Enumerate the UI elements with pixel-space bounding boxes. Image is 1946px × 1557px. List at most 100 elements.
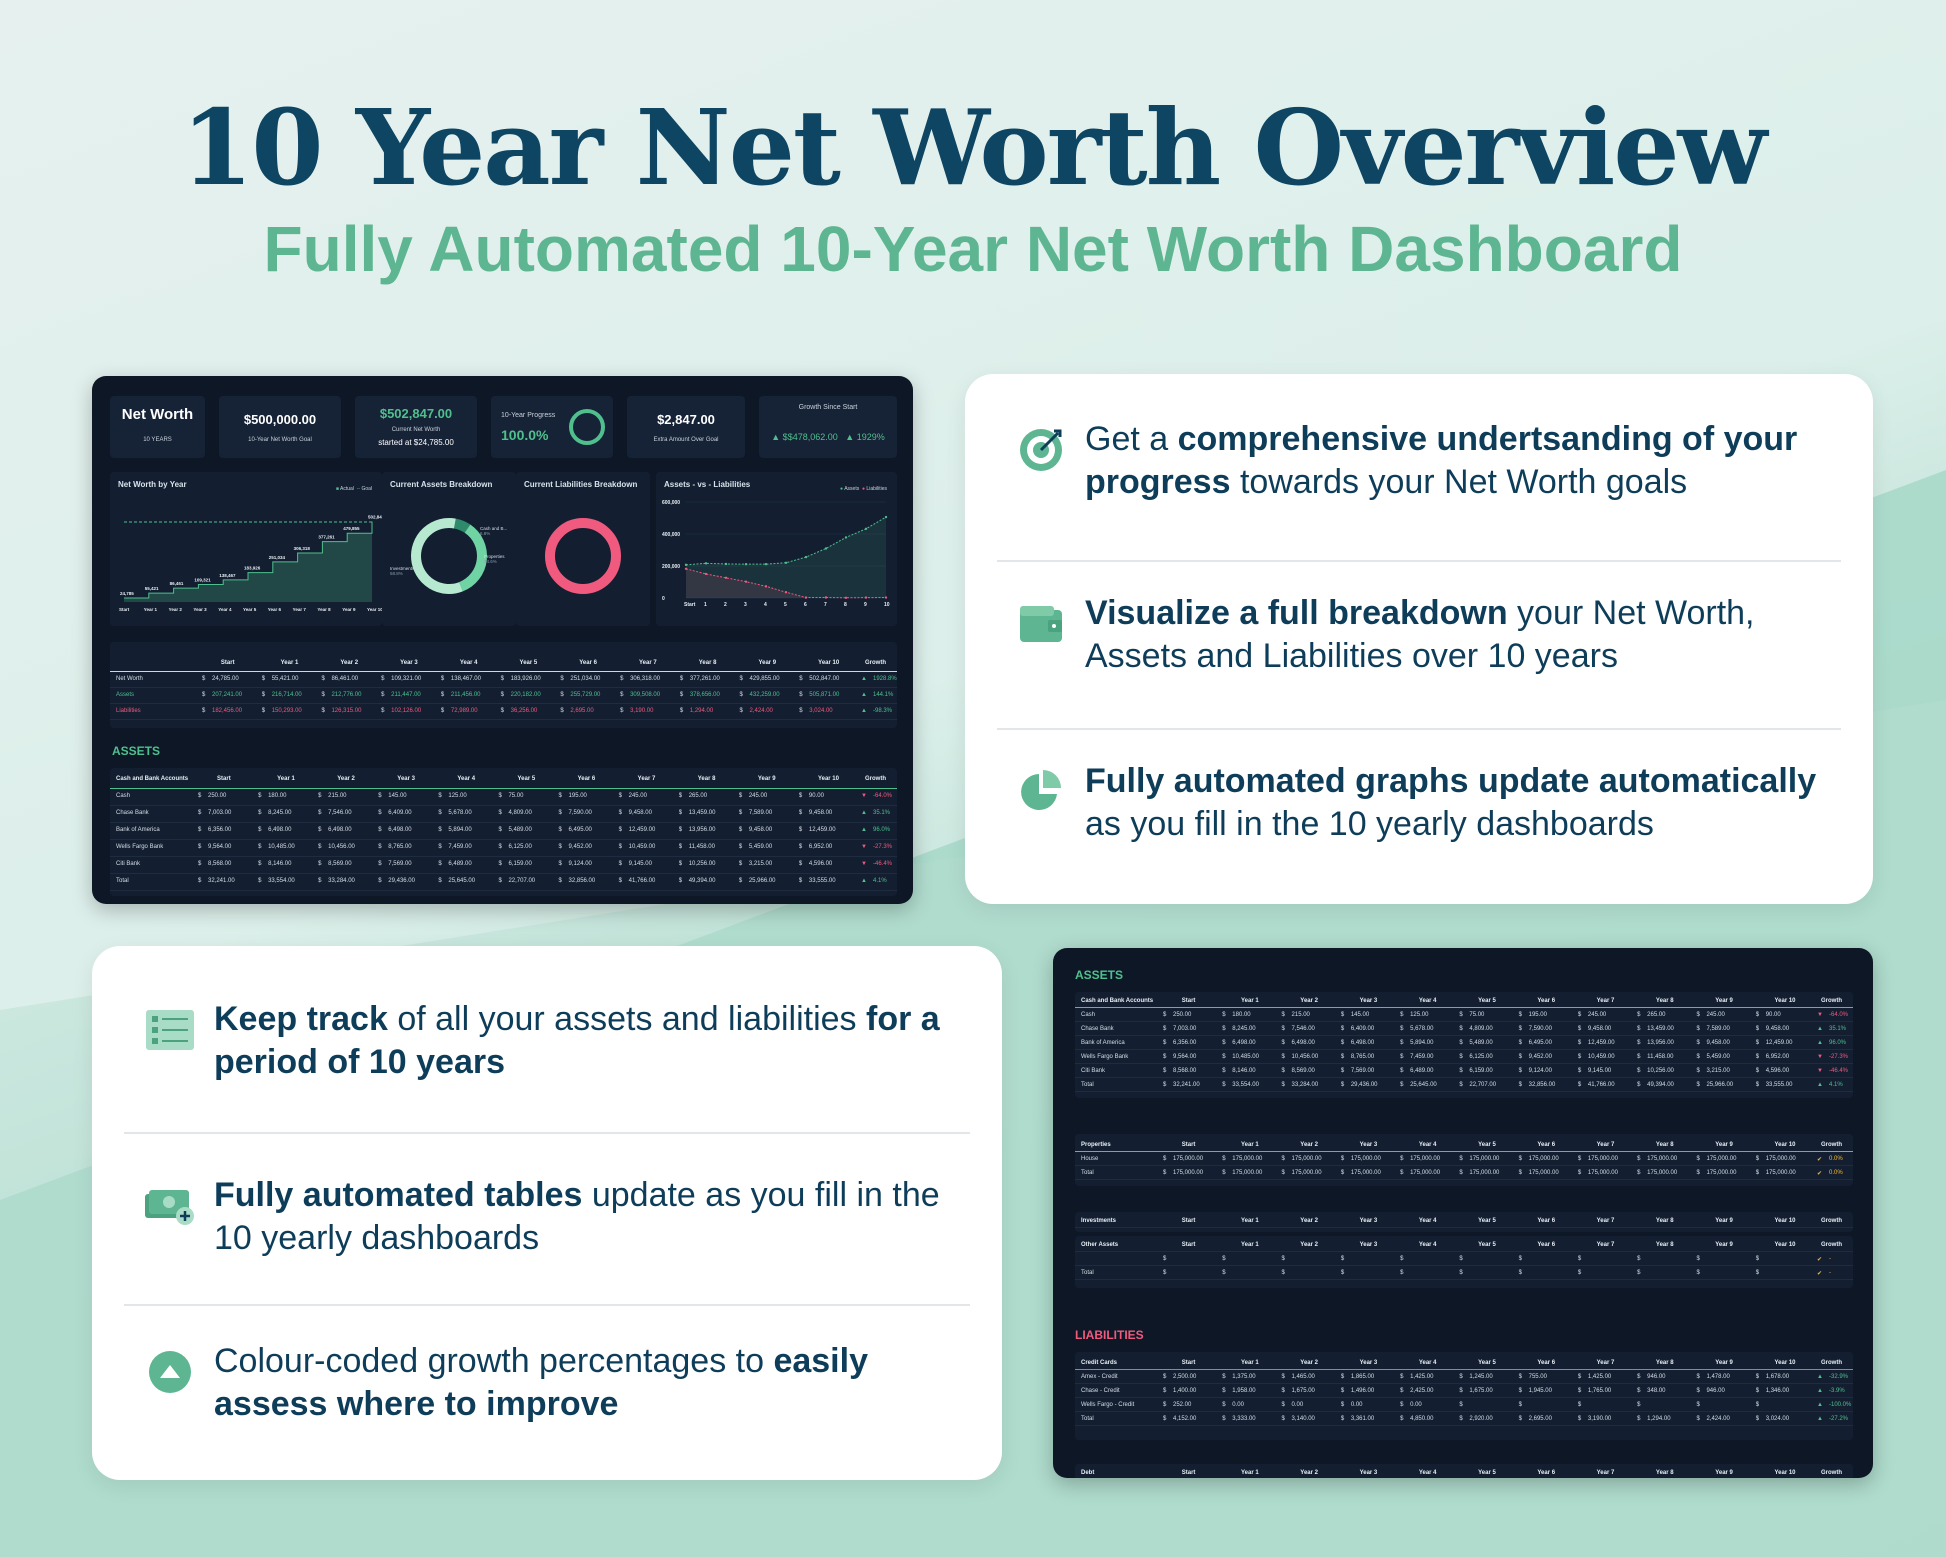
- column-header: Year 2: [340, 660, 359, 666]
- table-cell: 2,424.00: [749, 708, 773, 714]
- table-cell: 175,000.00: [1232, 1170, 1263, 1176]
- table-row: Total $ $ $ $ $ $ $ $ $ $ $ ✔ -: [1075, 1266, 1853, 1280]
- currency-symbol: $: [738, 810, 743, 816]
- currency-symbol: $: [1755, 1256, 1760, 1262]
- triangle-up-icon: [144, 1346, 196, 1398]
- currency-symbol: $: [1400, 1170, 1404, 1176]
- feature-item: Fully automated tables update as you fil…: [144, 1174, 962, 1260]
- table-cell: 6,498.00: [268, 827, 292, 833]
- currency-symbol: $: [679, 692, 684, 698]
- table-cell: 7,546.00: [1291, 1026, 1315, 1032]
- table-cell: 7,590.00: [1528, 1026, 1552, 1032]
- currency-symbol: $: [1222, 1068, 1226, 1074]
- currency-symbol: $: [1637, 1026, 1641, 1032]
- growth-value: 96.0%: [1829, 1040, 1847, 1046]
- table-cell: 7,003.00: [208, 810, 232, 816]
- table-row: Citi Bank $8,568.00 $8,146.00 $8,569.00 $7,5…: [110, 857, 897, 874]
- series-point: [804, 555, 808, 559]
- data-label: 502,847: [368, 515, 382, 520]
- donut-slice: [453, 518, 471, 533]
- table-cell: 13,956.00: [1647, 1040, 1674, 1046]
- table-row: Wells Fargo Bank $9,564.00 $10,485.00 $10,4…: [110, 840, 897, 857]
- column-header: Year 5: [1478, 1142, 1496, 1148]
- column-header: Year 6: [1537, 1470, 1556, 1476]
- currency-symbol: $: [1577, 1026, 1582, 1032]
- goal-value: $500,000.00: [243, 412, 317, 427]
- table-cell: 265.00: [688, 793, 708, 799]
- column-header: Year 9: [1715, 1470, 1733, 1476]
- currency-symbol: $: [1518, 1170, 1522, 1176]
- growth-value: -: [1829, 1270, 1831, 1276]
- current-card: $502,847.00 Current Net Worth started at…: [355, 396, 477, 458]
- table-cell: 245.00: [628, 793, 647, 799]
- feature-item: Fully automated graphs update automatica…: [1015, 760, 1843, 846]
- table-cell: 175,000.00: [1410, 1170, 1441, 1176]
- table-cell: 90.00: [1765, 1012, 1781, 1018]
- currency-symbol: $: [440, 692, 445, 698]
- table-cell: 9,458.00: [1706, 1040, 1730, 1046]
- cash-add-icon: [144, 1180, 196, 1232]
- features-card-top: Get a comprehensive undertsanding of you…: [965, 374, 1873, 904]
- table-cell: 180.00: [1232, 1012, 1251, 1018]
- table-cell: 13,956.00: [688, 827, 716, 833]
- liabilities-section-title: LIABILITIES: [1075, 1328, 1144, 1342]
- row-label: Net Worth: [116, 676, 143, 682]
- currency-symbol: $: [798, 793, 803, 799]
- column-header: Year 9: [1715, 1142, 1733, 1148]
- currency-symbol: $: [381, 692, 385, 698]
- column-header: Year 7: [1596, 998, 1615, 1004]
- table-cell: 8,568.00: [1173, 1068, 1197, 1074]
- growth-value: -100.0%: [1829, 1402, 1852, 1408]
- column-header: Year 2: [1300, 1360, 1318, 1366]
- currency-symbol: $: [738, 861, 743, 867]
- table-cell: 5,894.00: [448, 827, 472, 833]
- currency-symbol: $: [739, 692, 743, 698]
- table-row: Wells Fargo Bank $9,564.00 $10,485.00 $10,4…: [1075, 1050, 1853, 1064]
- table-cell: 175,000.00: [1291, 1156, 1322, 1162]
- growth-icon: ▼: [861, 861, 867, 867]
- table-cell: 183,926.00: [510, 676, 541, 682]
- currency-symbol: $: [1518, 1040, 1522, 1046]
- row-label: Cash: [116, 793, 131, 799]
- table-header-row: Start Year 1 Year 2 Year 3 Year 4 Year 5 Year …: [110, 656, 897, 672]
- table-cell: 175,000.00: [1765, 1156, 1796, 1162]
- debt-table: Debt Start Year 1 Year 2 Year 3 Year 4 Year 5 Y…: [1075, 1464, 1853, 1478]
- column-header: Year 4: [1418, 1242, 1437, 1248]
- table-cell: 7,569.00: [388, 861, 412, 867]
- table-cell: 10,459.00: [1587, 1054, 1615, 1060]
- panel-title: Current Liabilities Breakdown: [524, 480, 638, 489]
- series-point: [824, 596, 828, 599]
- other-assets-table: Other Assets Start Year 1 Year 2 Year 3 Year …: [1075, 1236, 1853, 1288]
- table-cell: 3,140.00: [1291, 1416, 1315, 1422]
- currency-symbol: $: [1696, 1388, 1700, 1394]
- currency-symbol: $: [1222, 1388, 1226, 1394]
- table-cell: 7,589.00: [1706, 1026, 1730, 1032]
- data-label: 55,421: [145, 586, 159, 591]
- currency-symbol: $: [1696, 1054, 1700, 1060]
- currency-symbol: $: [1340, 1068, 1345, 1074]
- column-header: Year 3: [397, 776, 415, 782]
- table-row: Bank of America $6,356.00 $6,498.00 $6,498.…: [110, 823, 897, 840]
- currency-symbol: $: [1637, 1082, 1641, 1088]
- table-cell: 6,498.00: [328, 827, 352, 833]
- currency-symbol: $: [1459, 1026, 1463, 1032]
- currency-symbol: $: [1755, 1416, 1760, 1422]
- column-header: Year 1: [1241, 998, 1259, 1004]
- currency-symbol: $: [1340, 1054, 1345, 1060]
- table-cell: 252.00: [1173, 1402, 1192, 1408]
- currency-symbol: $: [1340, 1256, 1345, 1262]
- column-header: Year 4: [1418, 1470, 1437, 1476]
- table-cell: 75.00: [508, 793, 524, 799]
- pie-chart-icon: [1015, 766, 1067, 818]
- column-header: Cash and Bank Accounts: [1081, 998, 1154, 1004]
- table-cell: 175,000.00: [1765, 1170, 1796, 1176]
- currency-symbol: $: [438, 810, 442, 816]
- row-label: Total: [1081, 1170, 1094, 1176]
- currency-symbol: $: [498, 793, 502, 799]
- data-label: 24,785: [120, 591, 134, 596]
- up-icon: ▲: [845, 432, 855, 442]
- column-header: Year 3: [1359, 1242, 1378, 1248]
- table-cell: 29,436.00: [1350, 1082, 1378, 1088]
- table-header-row: Credit Cards Start Year 1 Year 2 Year 3 Year …: [1075, 1356, 1853, 1370]
- table-cell: 86,461.00: [331, 676, 359, 682]
